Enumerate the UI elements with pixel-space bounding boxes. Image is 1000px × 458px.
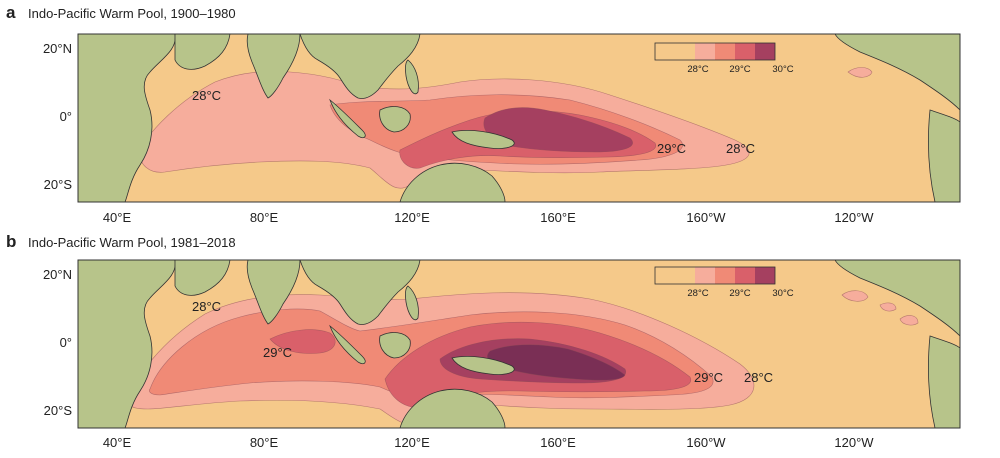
land-central-america: [834, 34, 960, 111]
lon-label-120e: 120°E: [394, 435, 430, 450]
panel-title: Indo-Pacific Warm Pool, 1900–1980: [28, 6, 236, 21]
colorbar-swatch-below-28: [655, 43, 695, 60]
land-sumatra: [329, 324, 366, 364]
lon-label-120w: 120°W: [834, 210, 874, 225]
colorbar-frame: [654, 42, 776, 61]
land-new-guinea: [451, 356, 515, 375]
lon-label-40e: 40°E: [103, 435, 132, 450]
land-borneo: [379, 106, 411, 133]
sst-band-29-indian: [269, 329, 336, 354]
colorbar-label-28: 28°C: [687, 288, 708, 299]
panel-title: Indo-Pacific Warm Pool, 1981–2018: [28, 235, 236, 250]
contour-label: 29°C: [657, 141, 686, 156]
colorbar-swatch-29-5: [755, 267, 775, 284]
sst-band-28-east: [841, 290, 869, 302]
land-asia: [299, 260, 421, 325]
contour-label: 28°C: [744, 370, 773, 385]
panel-a: a Indo-Pacific Warm Pool, 1900–1980: [6, 3, 961, 225]
colorbar: 28°C 29°C 30°C: [654, 42, 794, 75]
land-africa: [78, 34, 176, 202]
lat-label-0: 0°: [60, 335, 72, 350]
land-central-america: [834, 260, 960, 337]
colorbar-label-29: 29°C: [729, 64, 750, 75]
colorbar-label-28: 28°C: [687, 64, 708, 75]
panel-letter: a: [6, 3, 16, 22]
land-sumatra: [329, 98, 366, 138]
colorbar-label-29: 29°C: [729, 288, 750, 299]
lon-label-160w: 160°W: [686, 210, 726, 225]
panel-letter: b: [6, 232, 17, 251]
land-india: [246, 34, 301, 99]
colorbar-swatch-29: [735, 267, 755, 284]
sst-band-28-east: [847, 67, 873, 78]
colorbar-label-30: 30°C: [772, 64, 793, 75]
land-south-america: [927, 109, 960, 202]
colorbar-swatch-28-5: [715, 267, 735, 284]
lon-label-120w: 120°W: [834, 435, 874, 450]
lon-label-80e: 80°E: [250, 210, 279, 225]
panel-b: b Indo-Pacific Warm Pool, 1981–2018: [0, 229, 1000, 458]
colorbar: 28°C 29°C 30°C: [654, 266, 794, 299]
map-frame: [77, 33, 961, 203]
colorbar-swatch-29: [735, 43, 755, 60]
colorbar-swatch-29-5: [755, 43, 775, 60]
contour-label: 28°C: [192, 88, 221, 103]
land-new-guinea: [451, 130, 515, 149]
sst-band-28-east: [879, 302, 897, 312]
land-arabia: [174, 260, 231, 296]
lat-label-20n: 20°N: [43, 41, 72, 56]
colorbar-swatch-below-28: [655, 267, 695, 284]
lon-label-160w: 160°W: [686, 435, 726, 450]
land-australia: [399, 162, 506, 202]
warm-pool-map-a: 28°C 29°C 30°C 28°C 29°C 28°C 20°N 0° 20…: [43, 33, 961, 225]
contour-label: 28°C: [726, 141, 755, 156]
land-arabia: [174, 34, 231, 70]
lon-label-80e: 80°E: [250, 435, 279, 450]
colorbar-frame: [654, 266, 776, 285]
lat-label-0: 0°: [60, 109, 72, 124]
warm-pool-map-b: 28°C 29°C 30°C 28°C 29°C 29°C 28°C 20°N …: [43, 259, 961, 450]
lon-label-120e: 120°E: [394, 210, 430, 225]
land-south-america: [927, 335, 960, 428]
lat-label-20s: 20°S: [44, 403, 73, 418]
land-philippines: [405, 285, 419, 321]
colorbar-swatch-28: [695, 267, 715, 284]
land-australia: [399, 388, 506, 428]
map-frame: [77, 259, 961, 429]
lon-label-160e: 160°E: [540, 435, 576, 450]
land-africa: [78, 260, 176, 428]
lat-label-20n: 20°N: [43, 267, 72, 282]
lon-label-160e: 160°E: [540, 210, 576, 225]
land-india: [246, 260, 301, 325]
contour-label: 29°C: [263, 345, 292, 360]
lon-label-40e: 40°E: [103, 210, 132, 225]
colorbar-swatch-28-5: [715, 43, 735, 60]
contour-label: 28°C: [192, 299, 221, 314]
colorbar-label-30: 30°C: [772, 288, 793, 299]
sst-band-28-east: [899, 315, 919, 326]
lat-label-20s: 20°S: [44, 177, 73, 192]
land-borneo: [379, 332, 411, 359]
land-asia: [299, 34, 421, 99]
land-philippines: [405, 59, 419, 95]
colorbar-swatch-28: [695, 43, 715, 60]
contour-label: 29°C: [694, 370, 723, 385]
